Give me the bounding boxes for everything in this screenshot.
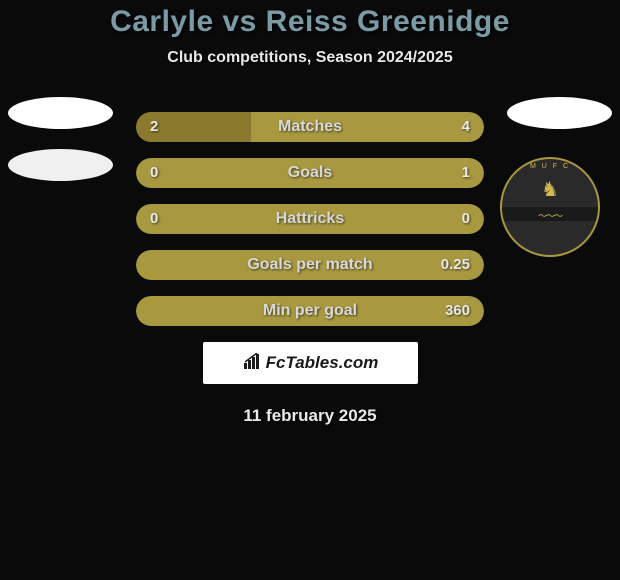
branding-text: FcTables.com	[266, 353, 379, 373]
avatar-placeholder-icon	[507, 97, 612, 129]
stat-row-hattricks: 0 Hattricks 0	[136, 204, 484, 234]
stat-label: Goals	[136, 158, 484, 188]
stat-value-right: 0	[462, 204, 470, 234]
player-right-avatar	[507, 97, 612, 129]
club-badge: M U F C ♞ 〜〜〜	[500, 157, 600, 257]
stat-row-goals: 0 Goals 1	[136, 158, 484, 188]
stats-bars: 2 Matches 4 0 Goals 1 0 Hattricks 0 Goal…	[136, 112, 484, 326]
stat-row-min-per-goal: Min per goal 360	[136, 296, 484, 326]
infographic-container: Carlyle vs Reiss Greenidge Club competit…	[0, 0, 620, 580]
chart-icon	[242, 353, 262, 374]
subtitle: Club competitions, Season 2024/2025	[0, 49, 620, 67]
stat-value-right: 360	[445, 296, 470, 326]
branding-badge: FcTables.com	[203, 342, 418, 384]
stat-row-matches: 2 Matches 4	[136, 112, 484, 142]
stat-row-goals-per-match: Goals per match 0.25	[136, 250, 484, 280]
player-left-avatar	[8, 97, 113, 181]
lion-icon: ♞	[541, 177, 559, 202]
stat-label: Goals per match	[136, 250, 484, 280]
stat-label: Matches	[136, 112, 484, 142]
page-title: Carlyle vs Reiss Greenidge	[0, 5, 620, 39]
stat-value-right: 0.25	[441, 250, 470, 280]
avatar-placeholder-icon	[8, 97, 113, 129]
stat-value-right: 4	[462, 112, 470, 142]
stat-label: Hattricks	[136, 204, 484, 234]
badge-text: M U F C	[502, 163, 598, 170]
stat-value-right: 1	[462, 158, 470, 188]
stat-label: Min per goal	[136, 296, 484, 326]
date-label: 11 february 2025	[0, 406, 620, 426]
wave-icon: 〜〜〜	[502, 209, 598, 219]
avatar-placeholder-icon	[8, 149, 113, 181]
comparison-area: M U F C ♞ 〜〜〜 2 Matches 4 0 Goals 1	[0, 112, 620, 326]
